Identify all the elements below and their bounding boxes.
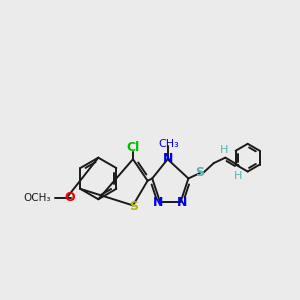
Text: CH₃: CH₃ <box>159 139 179 149</box>
Text: Cl: Cl <box>126 141 140 154</box>
Text: N: N <box>177 196 188 209</box>
Text: S: S <box>129 200 138 213</box>
Text: H: H <box>220 145 228 155</box>
Text: N: N <box>162 152 173 165</box>
Text: O: O <box>64 191 75 204</box>
Text: OCH₃: OCH₃ <box>23 193 51 203</box>
Text: S: S <box>195 166 204 179</box>
Text: H: H <box>234 171 243 181</box>
Text: N: N <box>153 196 164 209</box>
